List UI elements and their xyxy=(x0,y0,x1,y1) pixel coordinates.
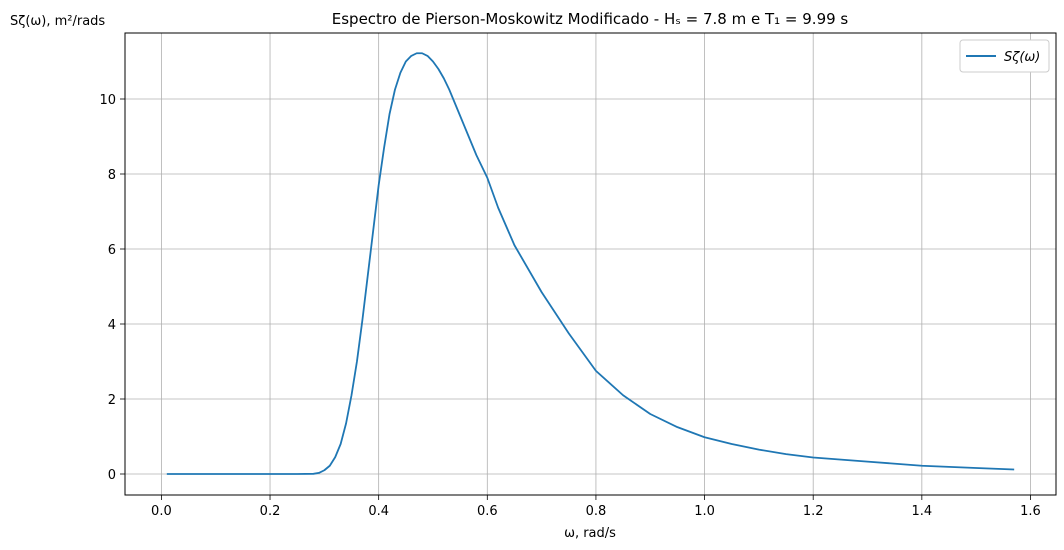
y-tick-label: 10 xyxy=(99,93,116,108)
x-axis-label: ω, rad/s xyxy=(564,526,616,541)
series-layer xyxy=(166,52,1015,475)
y-axis-label: Sζ(ω), m²/rads xyxy=(10,14,105,29)
x-tick-label: 0.2 xyxy=(260,504,281,519)
x-axis: 0.0 0.2 0.4 0.6 0.8 1.0 1.2 1.4 1.6 xyxy=(151,495,1041,519)
series-line xyxy=(166,52,1015,475)
x-tick-label: 1.6 xyxy=(1020,504,1041,519)
y-tick-label: 2 xyxy=(108,393,116,408)
x-tick-label: 1.0 xyxy=(694,504,715,519)
x-tick-label: 0.4 xyxy=(368,504,389,519)
y-tick-label: 4 xyxy=(108,318,116,333)
x-tick-label: 0.6 xyxy=(477,504,498,519)
y-axis: 0 2 4 6 8 10 xyxy=(99,93,125,483)
y-tick-label: 6 xyxy=(108,243,116,258)
legend: Sζ(ω) xyxy=(959,39,1050,73)
y-tick-label: 0 xyxy=(108,468,116,483)
x-tick-label: 1.4 xyxy=(911,504,932,519)
grid xyxy=(125,33,1056,495)
x-tick-label: 0.8 xyxy=(586,504,607,519)
y-tick-label: 8 xyxy=(108,168,116,183)
legend-box xyxy=(959,39,1050,73)
legend-label: Sζ(ω) xyxy=(1004,50,1040,65)
chart-title: Espectro de Pierson-Moskowitz Modificado… xyxy=(332,10,849,28)
x-tick-label: 1.2 xyxy=(803,504,824,519)
x-tick-label: 0.0 xyxy=(151,504,172,519)
plot-frame xyxy=(124,32,1057,496)
